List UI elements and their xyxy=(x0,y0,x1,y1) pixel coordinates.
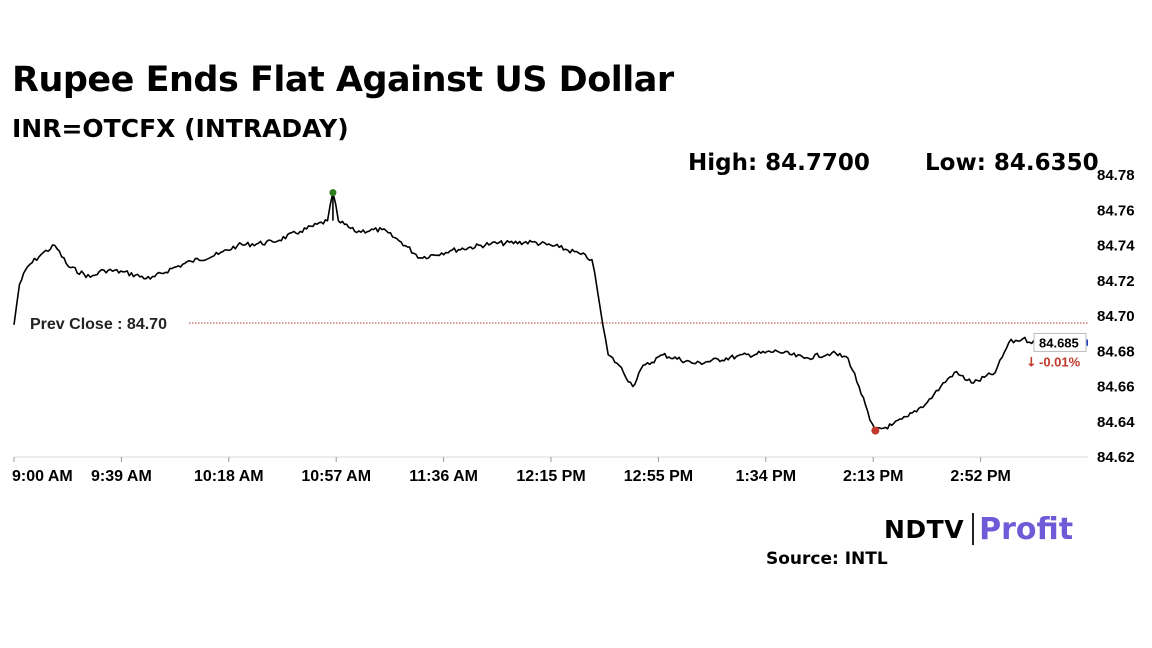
y-tick-label: 84.74 xyxy=(1097,238,1135,255)
x-tick-label: 12:55 PM xyxy=(624,468,693,485)
change-percent-label: -0.01% xyxy=(1039,354,1081,369)
source-note: Source: INTL xyxy=(766,549,888,569)
chart-subtitle: INR=OTCFX (INTRADAY) xyxy=(12,114,349,143)
y-tick-label: 84.70 xyxy=(1097,308,1135,325)
last-value-box xyxy=(1033,332,1087,352)
y-tick-label: 84.62 xyxy=(1097,449,1135,466)
x-tick-label: 10:57 AM xyxy=(301,468,371,485)
y-tick-label: 84.68 xyxy=(1097,343,1135,360)
y-tick-label: 84.64 xyxy=(1097,414,1135,431)
x-tick-label: 10:18 AM xyxy=(194,468,264,485)
low-value: Low: 84.6350 xyxy=(925,150,1099,176)
logo-ndtv-text: NDTV xyxy=(884,514,965,544)
x-tick-label: 12:15 PM xyxy=(516,468,585,485)
logo-profit-text: Profit xyxy=(979,511,1074,547)
prev-close-label: Prev Close : 84.70 xyxy=(30,316,167,333)
low-marker-point xyxy=(871,426,880,435)
x-tick-label: 2:52 PM xyxy=(950,468,1010,485)
high-marker-point xyxy=(329,189,337,197)
x-tick-label: 9:39 AM xyxy=(91,468,152,485)
x-tick-label: 1:34 PM xyxy=(736,468,796,485)
y-tick-label: 84.72 xyxy=(1097,273,1135,290)
logo-separator xyxy=(972,513,975,545)
y-tick-label: 84.66 xyxy=(1097,379,1135,396)
x-tick-label: 11:36 AM xyxy=(409,468,478,485)
x-tick-label: 2:13 PM xyxy=(843,468,903,485)
x-tick-label: 9:00 AM xyxy=(12,468,73,485)
ndtv-profit-logo: NDTV Profit xyxy=(884,510,1073,548)
change-arrow-icon: ↓ xyxy=(1026,355,1037,370)
high-value: High: 84.7700 xyxy=(688,150,870,176)
y-tick-label: 84.76 xyxy=(1097,202,1135,219)
price-series-line xyxy=(13,191,1037,432)
last-value-label: 84.685 xyxy=(1039,335,1079,350)
chart-title: Rupee Ends Flat Against US Dollar xyxy=(12,60,674,100)
y-tick-label: 84.78 xyxy=(1097,167,1135,184)
